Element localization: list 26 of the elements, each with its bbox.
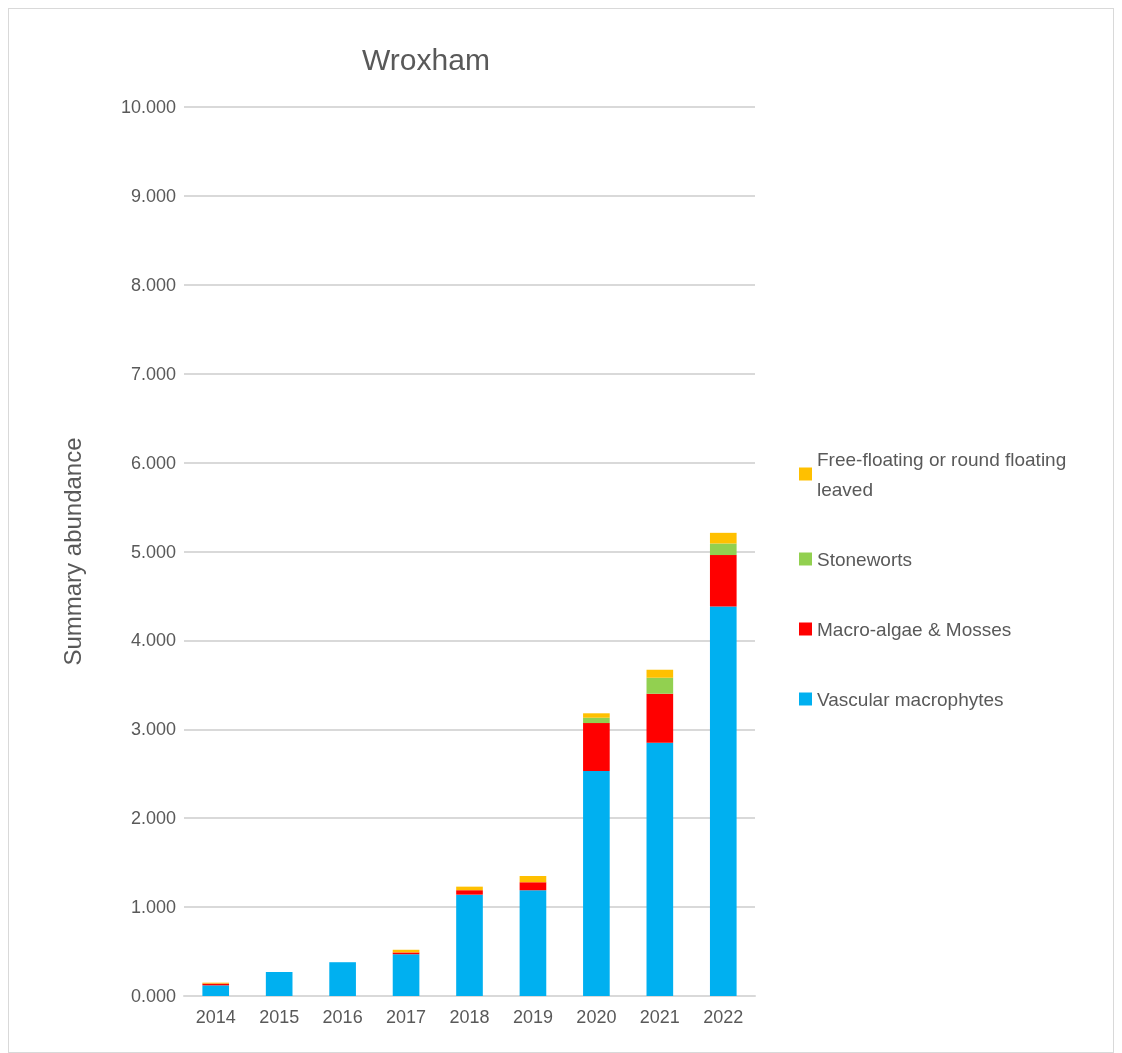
y-tick-label: 7.000 (130, 363, 176, 384)
x-tick-label: 2017 (386, 1007, 427, 1027)
x-tick-label: 2022 (703, 1007, 744, 1027)
y-tick-label: 8.000 (130, 274, 176, 295)
y-tick-label: 4.000 (130, 630, 176, 651)
y-tick-label: 5.000 (130, 541, 176, 562)
y-tick-label: 3.000 (130, 719, 176, 740)
legend-label: Vascular macrophytes (817, 688, 1004, 710)
x-tick-label: 2021 (639, 1007, 680, 1027)
chart-title: Wroxham (362, 42, 490, 76)
legend-label: Free-floating or round floating leaved (817, 448, 1072, 500)
y-tick-label: 2.000 (130, 808, 176, 829)
x-tick-label: 2014 (195, 1007, 236, 1027)
y-tick-label: 9.000 (130, 185, 176, 206)
y-tick-label: 1.000 (130, 897, 176, 918)
x-tick-label: 2015 (259, 1007, 300, 1027)
x-tick-label: 2016 (322, 1007, 363, 1027)
y-tick-label: 0.000 (130, 986, 176, 1006)
x-tick-label: 2020 (576, 1007, 617, 1027)
legend-label: Macro-algae & Mosses (817, 618, 1012, 640)
y-axis-title: Summary abundance (58, 437, 86, 666)
y-tick-label: 10.000 (120, 97, 176, 117)
legend-label: Stoneworts (817, 548, 913, 570)
y-tick-label: 6.000 (130, 452, 176, 473)
x-tick-label: 2018 (449, 1007, 490, 1027)
x-tick-label: 2019 (512, 1007, 553, 1027)
